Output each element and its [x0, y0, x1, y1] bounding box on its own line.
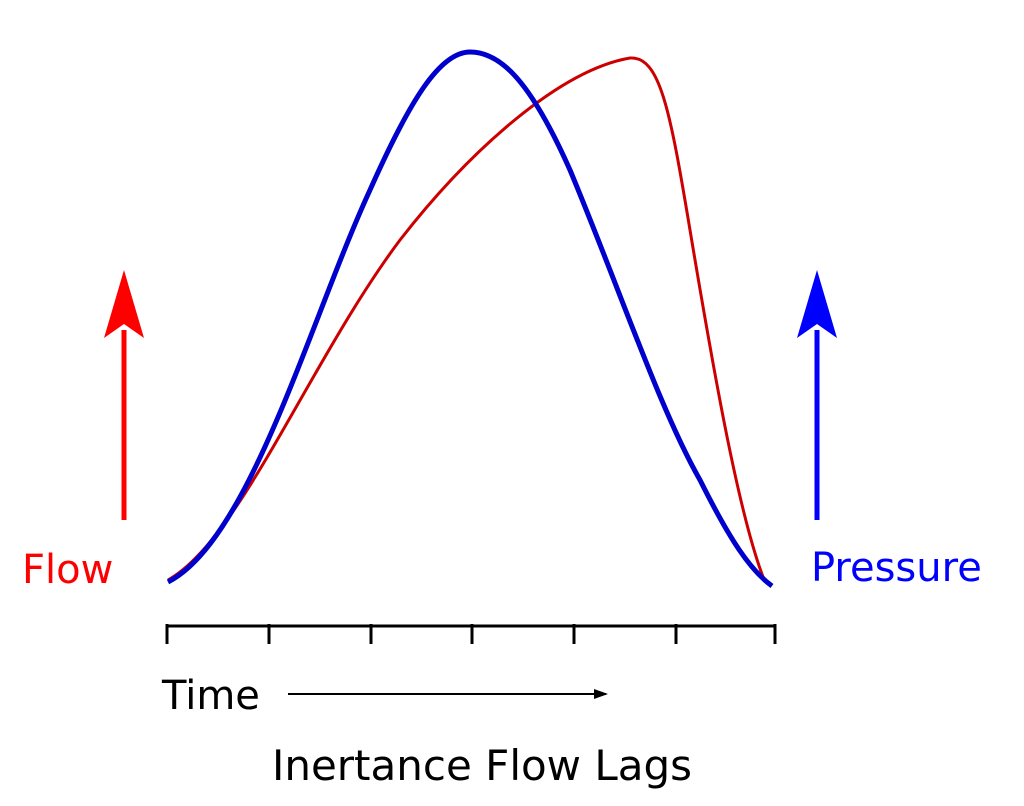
flow-label: Flow: [22, 547, 113, 593]
pressure-arrow-icon: [797, 270, 837, 338]
pressure-label: Pressure: [811, 545, 982, 591]
flow-curve: [167, 56, 767, 583]
diagram-caption: Inertance Flow Lags: [272, 741, 692, 790]
pressure-curve: [166, 49, 774, 589]
flow-arrow-icon: [104, 270, 144, 338]
axis-ticks: [165, 624, 777, 644]
time-label: Time: [161, 673, 260, 719]
